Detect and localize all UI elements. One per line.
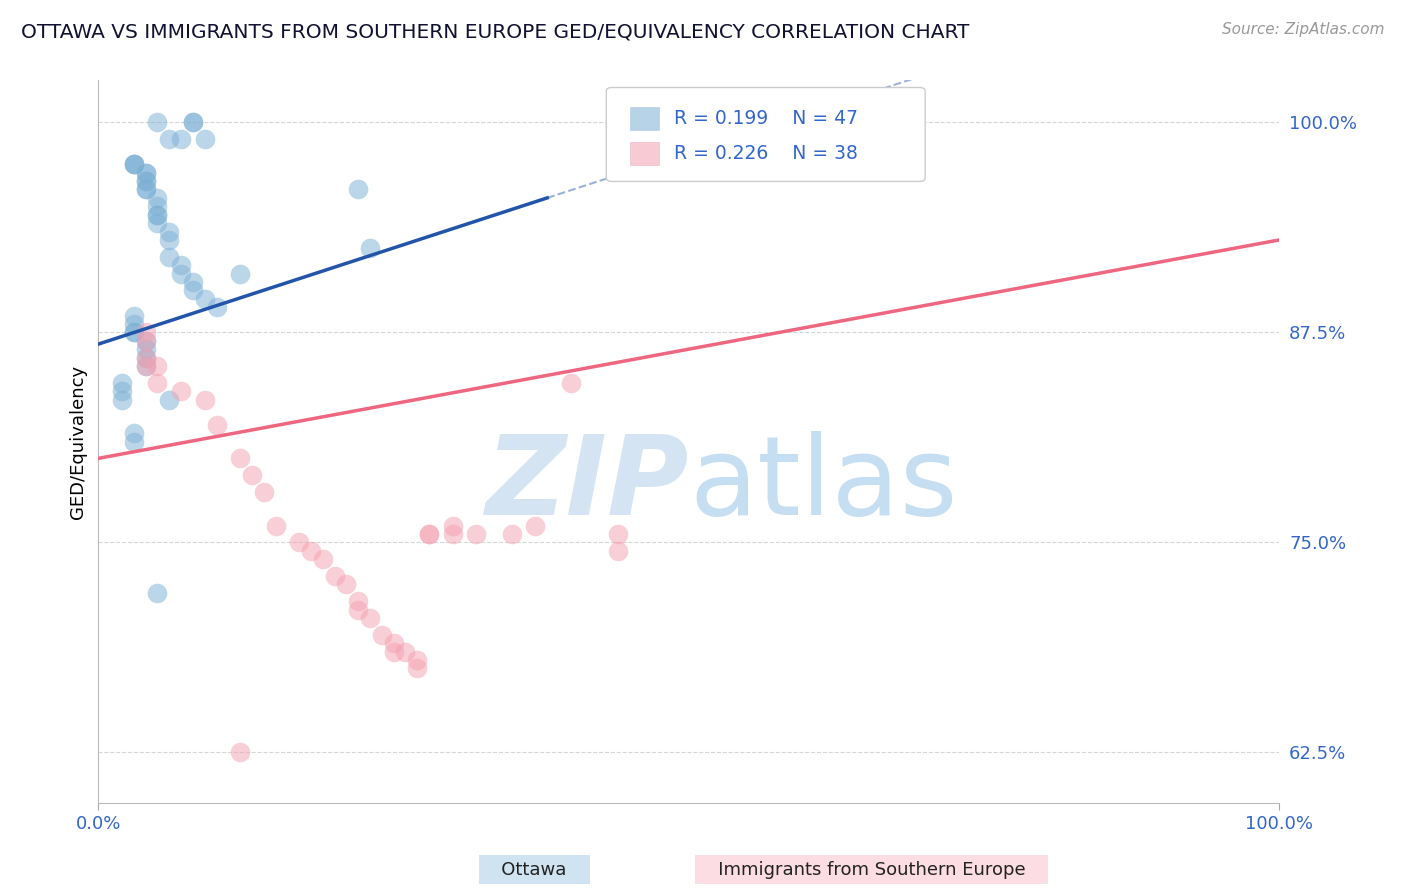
Point xyxy=(607,543,630,558)
Point xyxy=(135,351,157,365)
Text: OTTAWA VS IMMIGRANTS FROM SOUTHERN EUROPE GED/EQUIVALENCY CORRELATION CHART: OTTAWA VS IMMIGRANTS FROM SOUTHERN EUROP… xyxy=(21,22,970,41)
Point xyxy=(111,376,134,390)
Point xyxy=(194,392,217,407)
Point xyxy=(441,527,464,541)
Point xyxy=(157,250,180,264)
Point xyxy=(111,384,134,398)
Point xyxy=(135,326,157,340)
Point xyxy=(157,392,180,407)
FancyBboxPatch shape xyxy=(630,142,659,165)
Point xyxy=(264,518,287,533)
Y-axis label: GED/Equivalency: GED/Equivalency xyxy=(69,365,87,518)
FancyBboxPatch shape xyxy=(630,107,659,130)
Point xyxy=(111,392,134,407)
Point xyxy=(181,115,204,129)
Point xyxy=(205,417,228,432)
Point xyxy=(607,527,630,541)
Point xyxy=(170,384,193,398)
Point xyxy=(347,594,370,608)
Point xyxy=(288,535,311,549)
Point xyxy=(122,157,145,171)
Point xyxy=(465,527,488,541)
Point xyxy=(371,628,394,642)
Point xyxy=(135,174,157,188)
Point xyxy=(253,485,276,500)
Point xyxy=(135,334,157,348)
Point xyxy=(146,115,169,129)
Point xyxy=(418,527,440,541)
Point xyxy=(122,309,145,323)
Point xyxy=(146,359,169,373)
Point xyxy=(359,611,381,625)
Point xyxy=(122,326,145,340)
Point xyxy=(560,376,582,390)
Point xyxy=(406,653,429,667)
Point xyxy=(157,233,180,247)
Point xyxy=(406,661,429,675)
Point xyxy=(146,208,169,222)
Point xyxy=(170,132,193,146)
Text: Source: ZipAtlas.com: Source: ZipAtlas.com xyxy=(1222,22,1385,37)
Point xyxy=(122,317,145,331)
Point xyxy=(229,267,252,281)
Point xyxy=(229,451,252,466)
Point xyxy=(501,527,523,541)
Point xyxy=(347,602,370,616)
Point xyxy=(122,326,145,340)
Point xyxy=(359,241,381,255)
Point xyxy=(181,283,204,297)
Point xyxy=(122,157,145,171)
Point xyxy=(146,216,169,230)
Point xyxy=(347,182,370,196)
Text: Immigrants from Southern Europe: Immigrants from Southern Europe xyxy=(700,861,1043,879)
Point xyxy=(135,359,157,373)
Point xyxy=(418,527,440,541)
Text: ZIP: ZIP xyxy=(485,432,689,539)
Point xyxy=(312,552,335,566)
Point xyxy=(122,426,145,441)
Point xyxy=(135,182,157,196)
Point xyxy=(205,300,228,314)
Text: atlas: atlas xyxy=(689,432,957,539)
Point xyxy=(135,359,157,373)
Point xyxy=(122,157,145,171)
Point xyxy=(194,132,217,146)
Point xyxy=(394,644,416,658)
Point xyxy=(157,132,180,146)
Point xyxy=(323,569,346,583)
Point xyxy=(146,208,169,222)
Point xyxy=(229,745,252,759)
Point xyxy=(382,636,405,650)
Point xyxy=(135,351,157,365)
Point xyxy=(157,225,180,239)
Point xyxy=(181,115,204,129)
Point xyxy=(135,182,157,196)
Point xyxy=(135,334,157,348)
Point xyxy=(170,267,193,281)
Point xyxy=(135,166,157,180)
Text: Ottawa: Ottawa xyxy=(485,861,583,879)
Point xyxy=(240,468,263,483)
FancyBboxPatch shape xyxy=(606,87,925,181)
Point xyxy=(181,275,204,289)
Point xyxy=(135,342,157,356)
Point xyxy=(441,518,464,533)
Point xyxy=(146,586,169,600)
Point xyxy=(194,292,217,306)
Point xyxy=(146,199,169,213)
Point xyxy=(170,258,193,272)
Point xyxy=(122,434,145,449)
Point xyxy=(146,376,169,390)
Point xyxy=(299,543,322,558)
Point xyxy=(135,174,157,188)
Text: R = 0.199    N = 47: R = 0.199 N = 47 xyxy=(673,109,858,128)
Point xyxy=(146,191,169,205)
Point xyxy=(382,644,405,658)
Point xyxy=(524,518,547,533)
Point xyxy=(335,577,357,591)
Text: R = 0.226    N = 38: R = 0.226 N = 38 xyxy=(673,144,858,162)
Point xyxy=(135,166,157,180)
